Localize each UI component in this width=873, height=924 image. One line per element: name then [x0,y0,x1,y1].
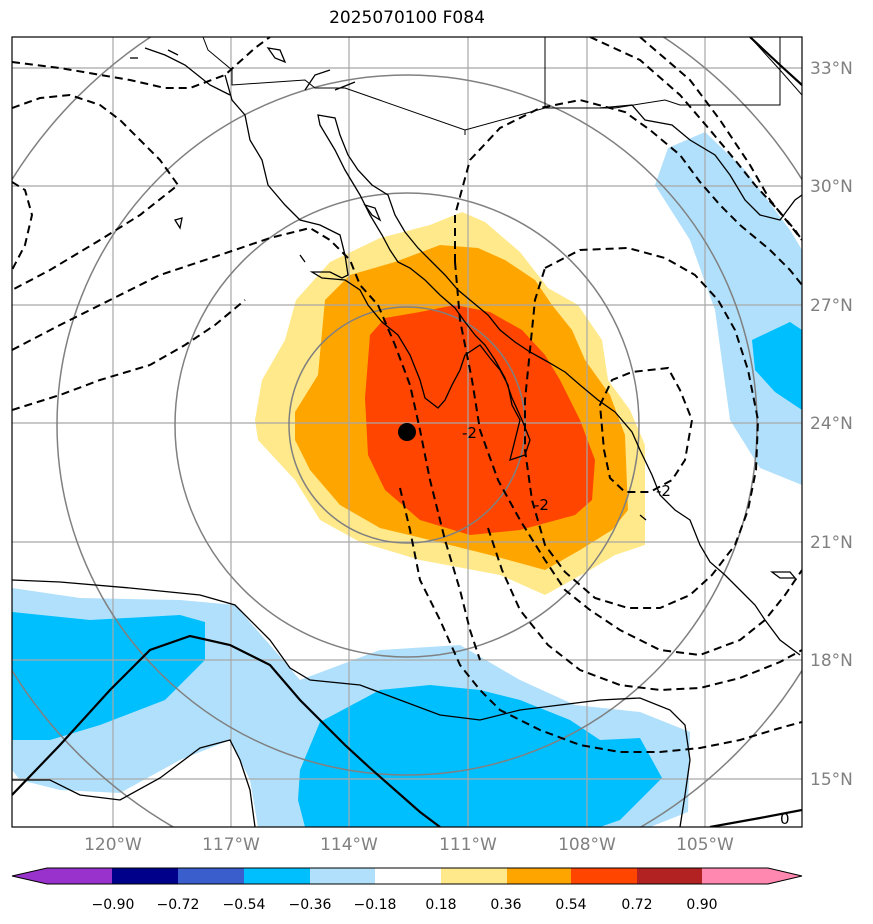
lat-label-18: 18°N [810,651,853,671]
colorbar: −0.90 −0.72 −0.54 −0.36 −0.18 0.18 0.36 … [11,867,803,913]
colorbar-seg-6 [441,868,507,884]
negative-shading-s-dark [298,685,662,827]
colorbar-seg-8 [571,868,637,884]
colorbar-seg-1 [112,868,178,884]
lat-label-27: 27°N [810,296,853,316]
dashed-contours [12,37,802,753]
map-plot-area: -2 -2 -2 0 [12,37,802,828]
colorbar-seg-4 [310,868,375,884]
colorbar-tick-10: 0.90 [686,897,717,913]
colorbar-seg-2 [178,868,244,884]
colorbar-tick-6: 0.18 [425,897,456,913]
negative-shading-ne-dark [752,322,802,410]
colorbar-seg-5 [375,868,441,884]
lon-label-111: 111°W [439,835,497,855]
colorbar-tick-2: −0.72 [157,897,200,913]
colorbar-tick-5: −0.18 [354,897,397,913]
colorbar-seg-9 [637,868,702,884]
lon-label-114: 114°W [320,835,378,855]
lat-label-15: 15°N [810,770,853,790]
colorbar-tick-3: −0.54 [223,897,266,913]
contour-label-neg-2: -2 [656,482,671,500]
positive-shading-054 [365,305,595,535]
lon-label-120: 120°W [84,835,142,855]
latitude-labels: 33°N 30°N 27°N 24°N 21°N 18°N 15°N [810,59,853,790]
lat-label-33: 33°N [810,59,853,79]
lat-label-30: 30°N [810,177,853,197]
contour-label-neg-1: -2 [534,496,549,514]
colorbar-tick-7: 0.36 [490,897,521,913]
storm-center-marker [398,423,416,441]
colorbar-extend-low [12,868,112,884]
map-title: 2025070100 F084 [329,8,485,28]
negative-shading-sw-dark [12,612,205,740]
lat-label-21: 21°N [810,533,853,553]
colorbar-tick-8: 0.54 [555,897,586,913]
political-borders [202,37,802,135]
plot-frame [11,36,803,828]
colorbar-tick-1: −0.90 [92,897,135,913]
contour-label-neg-3: -2 [462,424,477,442]
lon-label-117: 117°W [202,835,260,855]
longitude-labels: 120°W 117°W 114°W 111°W 108°W 105°W [84,835,734,855]
solid-contours [12,37,802,827]
colorbar-extend-high [702,868,802,884]
lat-label-24: 24°N [810,414,853,434]
lon-label-108: 108°W [558,835,616,855]
contour-label-zero: 0 [780,810,790,828]
colorbar-seg-7 [507,868,571,884]
colorbar-tick-4: −0.36 [289,897,332,913]
lon-label-105: 105°W [676,835,734,855]
colorbar-seg-3 [244,868,310,884]
colorbar-tick-9: 0.72 [621,897,652,913]
